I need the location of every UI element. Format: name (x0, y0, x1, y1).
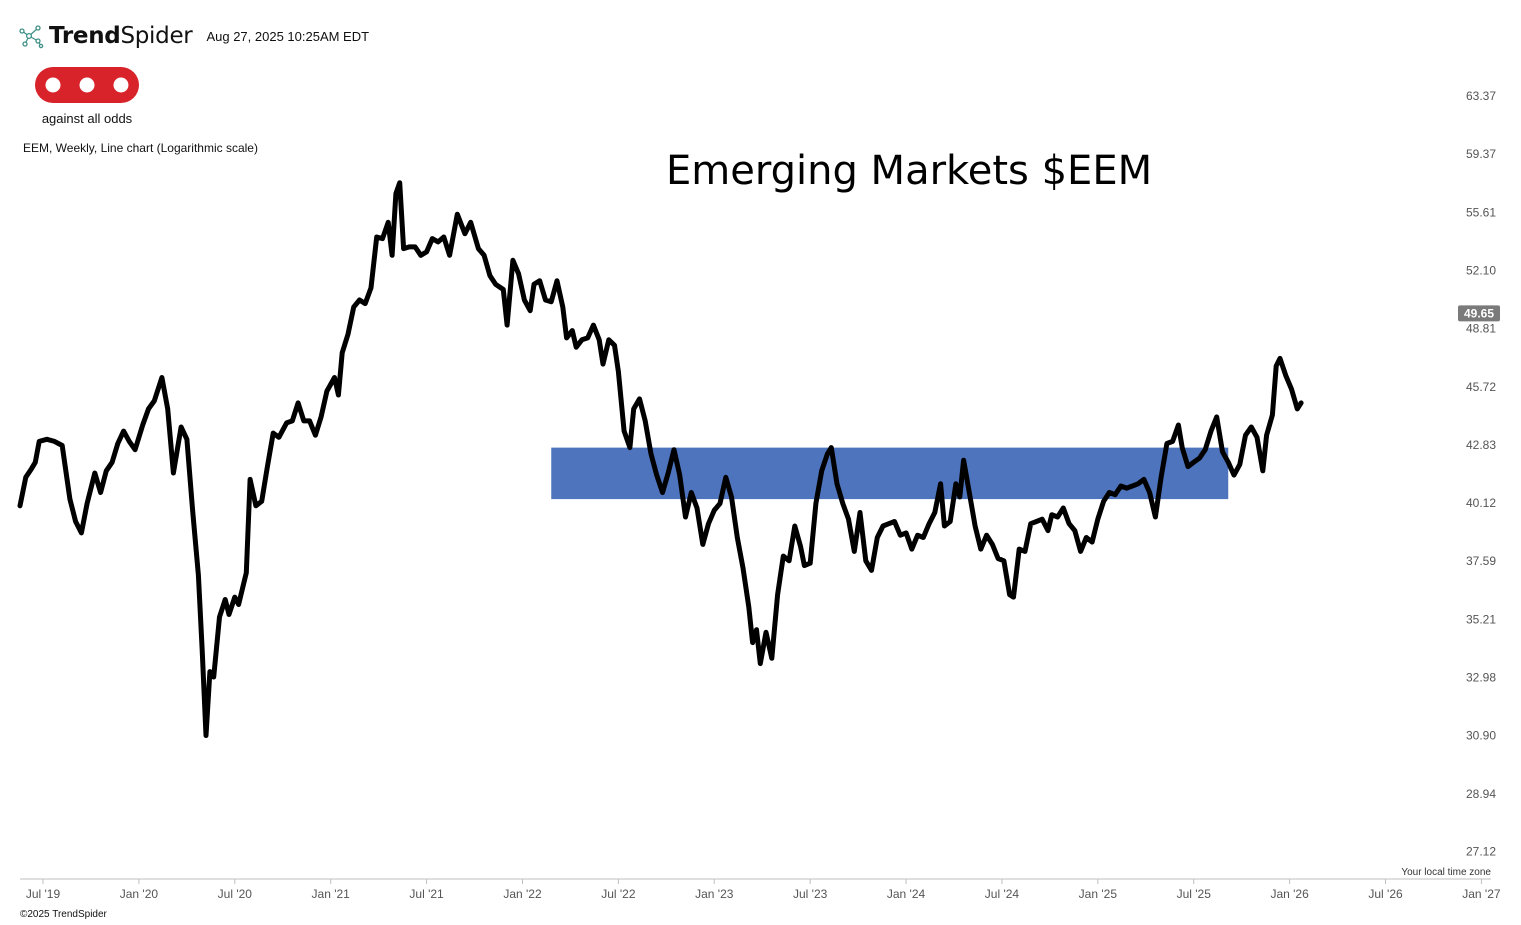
time-tick-label: Jan '27 (1462, 887, 1501, 901)
time-tick-label: Jul '24 (985, 887, 1020, 901)
time-tick-label: Jul '20 (218, 887, 253, 901)
price-tick-label: 35.21 (1466, 612, 1496, 626)
chart-title: Emerging Markets $EEM (666, 148, 1153, 194)
against-all-odds-mark-icon (35, 67, 139, 103)
price-tick-label: 32.98 (1466, 671, 1496, 685)
price-tick-label: 27.12 (1466, 845, 1496, 859)
against-all-odds-logo: against all odds (34, 66, 142, 126)
timezone-note[interactable]: Your local time zone (1401, 867, 1491, 878)
time-tick-label: Jan '26 (1270, 887, 1309, 901)
price-tick-label: 28.94 (1466, 787, 1496, 801)
price-tick-label: 30.90 (1466, 729, 1496, 743)
logo-caption: against all odds (41, 111, 133, 126)
time-tick-label: Jan '20 (120, 887, 159, 901)
copyright: ©2025 TrendSpider (20, 909, 107, 920)
price-tick-label: 59.37 (1466, 147, 1496, 161)
chart-timestamp: Aug 27, 2025 10:25AM EDT (206, 28, 370, 44)
time-axis[interactable]: Jul '19 Jan '20 Jul '20 Jan '21 Jul '21 Jan '… (26, 879, 1501, 901)
time-tick-label: Jul '19 (26, 887, 61, 901)
time-tick-label: Jul '25 (1177, 887, 1212, 901)
last-price-marker: 49.65 (1458, 305, 1500, 322)
last-price-label: 49.65 (1464, 306, 1494, 320)
eem-price-line[interactable] (17, 180, 1304, 738)
time-tick-label: Jan '23 (695, 887, 734, 901)
chart-description: EEM, Weekly, Line chart (Logarithmic sca… (23, 141, 258, 155)
time-tick-label: Jan '25 (1079, 887, 1118, 901)
price-axis[interactable]: 63.37 59.37 55.61 52.10 48.81 45.72 42.83 40.12… (1466, 89, 1496, 858)
time-tick-label: Jul '26 (1368, 887, 1403, 901)
price-tick-label: 48.81 (1466, 322, 1496, 336)
price-tick-label: 63.37 (1466, 89, 1496, 103)
time-tick-label: Jan '24 (887, 887, 926, 901)
price-tick-label: 37.59 (1466, 554, 1496, 568)
time-tick-label: Jul '22 (601, 887, 636, 901)
brand-name: TrendSpider (49, 23, 193, 49)
last-price-badge (1458, 305, 1500, 322)
trendspider-network-icon (19, 25, 44, 49)
time-tick-label: Jul '23 (793, 887, 828, 901)
price-tick-label: 42.83 (1466, 438, 1496, 452)
header: TrendSpider Aug 27, 2025 10:25AM EDT (18, 22, 369, 50)
price-tick-label: 55.61 (1466, 205, 1496, 219)
time-tick-label: Jan '22 (503, 887, 542, 901)
time-tick-label: Jul '21 (409, 887, 444, 901)
time-tick-label: Jan '21 (312, 887, 351, 901)
price-tick-label: 52.10 (1466, 264, 1496, 278)
series-layer (17, 180, 1304, 738)
price-tick-label: 40.12 (1466, 496, 1496, 510)
price-tick-label: 45.72 (1466, 380, 1496, 394)
